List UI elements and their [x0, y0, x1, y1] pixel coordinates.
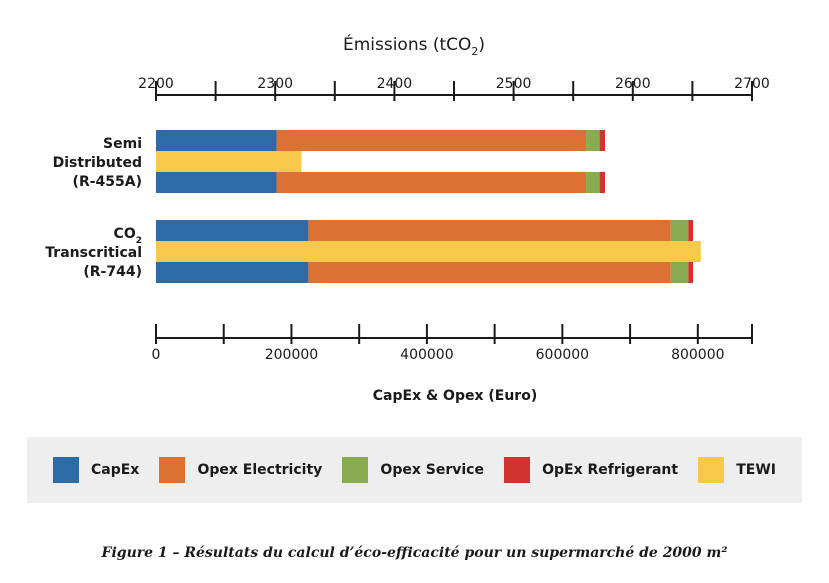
top-tick-label-5: 2700: [734, 76, 770, 92]
legend-label-opex-service: Opex Service: [380, 462, 484, 478]
bar-opex-refrigerant-0-0: [599, 130, 606, 151]
legend-item-tewi: TEWI: [698, 457, 776, 483]
legend-item-opex-electricity: Opex Electricity: [159, 457, 322, 483]
category-label-1-line-1: Transcritical: [45, 245, 142, 261]
bottom-tick-label-1: 200000: [265, 347, 318, 363]
category-label-0-line-0: Semi: [103, 136, 142, 152]
legend-item-opex-refrigerant: OpEx Refrigerant: [504, 457, 678, 483]
top-tick-label-4: 2600: [615, 76, 651, 92]
bottom-axis-title: CapEx & Opex (Euro): [373, 388, 537, 404]
bar-opex-electricity-1-2: [308, 262, 671, 283]
bottom-tick-label-3: 600000: [536, 347, 589, 363]
bar-opex-refrigerant-1-2: [688, 262, 694, 283]
bottom-tick-label-2: 400000: [400, 347, 453, 363]
bar-capex-1-2: [156, 262, 309, 283]
bar-capex-1-0: [156, 220, 309, 241]
legend-swatch-tewi: [698, 457, 725, 483]
legend-item-opex-service: Opex Service: [342, 457, 484, 483]
top-tick-label-1: 2300: [257, 76, 293, 92]
bar-opex-refrigerant-0-2: [599, 172, 606, 193]
top-tick-label-2: 2400: [377, 76, 413, 92]
bar-opex-service-0-0: [586, 130, 600, 151]
bar-capex-0-2: [156, 172, 277, 193]
legend-label-capex: CapEx: [91, 462, 140, 478]
legend-label-opex-electricity: Opex Electricity: [197, 462, 323, 478]
legend-swatch-opex-service: [342, 457, 369, 483]
bottom-tick-label-4: 800000: [671, 347, 724, 363]
bar-opex-service-1-0: [670, 220, 689, 241]
bar-opex-electricity-1-0: [308, 220, 671, 241]
legend-label-opex-refrigerant: OpEx Refrigerant: [542, 462, 679, 478]
bar-opex-service-1-2: [670, 262, 689, 283]
legend-swatch-opex-electricity: [159, 457, 186, 483]
bottom-tick-label-0: 0: [152, 347, 161, 363]
bar-tewi-0: [156, 151, 302, 172]
top-tick-label-0: 2200: [138, 76, 174, 92]
legend-label-tewi: TEWI: [736, 462, 776, 478]
bar-opex-electricity-0-0: [276, 130, 587, 151]
figure-caption: Figure 1 – Résultats du calcul d’éco-eff…: [101, 545, 728, 561]
legend-swatch-capex: [53, 457, 79, 483]
category-label-1-line-2: (R-744): [83, 264, 142, 280]
category-label-0-line-1: Distributed: [53, 155, 142, 171]
chart-legend: CapEx Opex Electricity Opex Service OpEx…: [27, 437, 802, 503]
top-tick-label-3: 2500: [496, 76, 532, 92]
legend-swatch-opex-refrigerant: [504, 457, 531, 483]
category-label-0-line-2: (R-455A): [73, 174, 142, 190]
top-axis-title: Émissions (tCO2): [343, 33, 485, 58]
bar-opex-service-0-2: [586, 172, 600, 193]
category-label-1-line-0: CO2: [114, 226, 142, 246]
bar-opex-electricity-0-2: [276, 172, 587, 193]
bar-opex-refrigerant-1-0: [688, 220, 694, 241]
bar-tewi-1: [156, 241, 701, 262]
legend-item-capex: CapEx: [53, 457, 139, 483]
bar-capex-0-0: [156, 130, 277, 151]
eco-efficiency-chart: Émissions (tCO2) 2200 2300 2400 2500 2600 2700…: [45, 33, 770, 404]
